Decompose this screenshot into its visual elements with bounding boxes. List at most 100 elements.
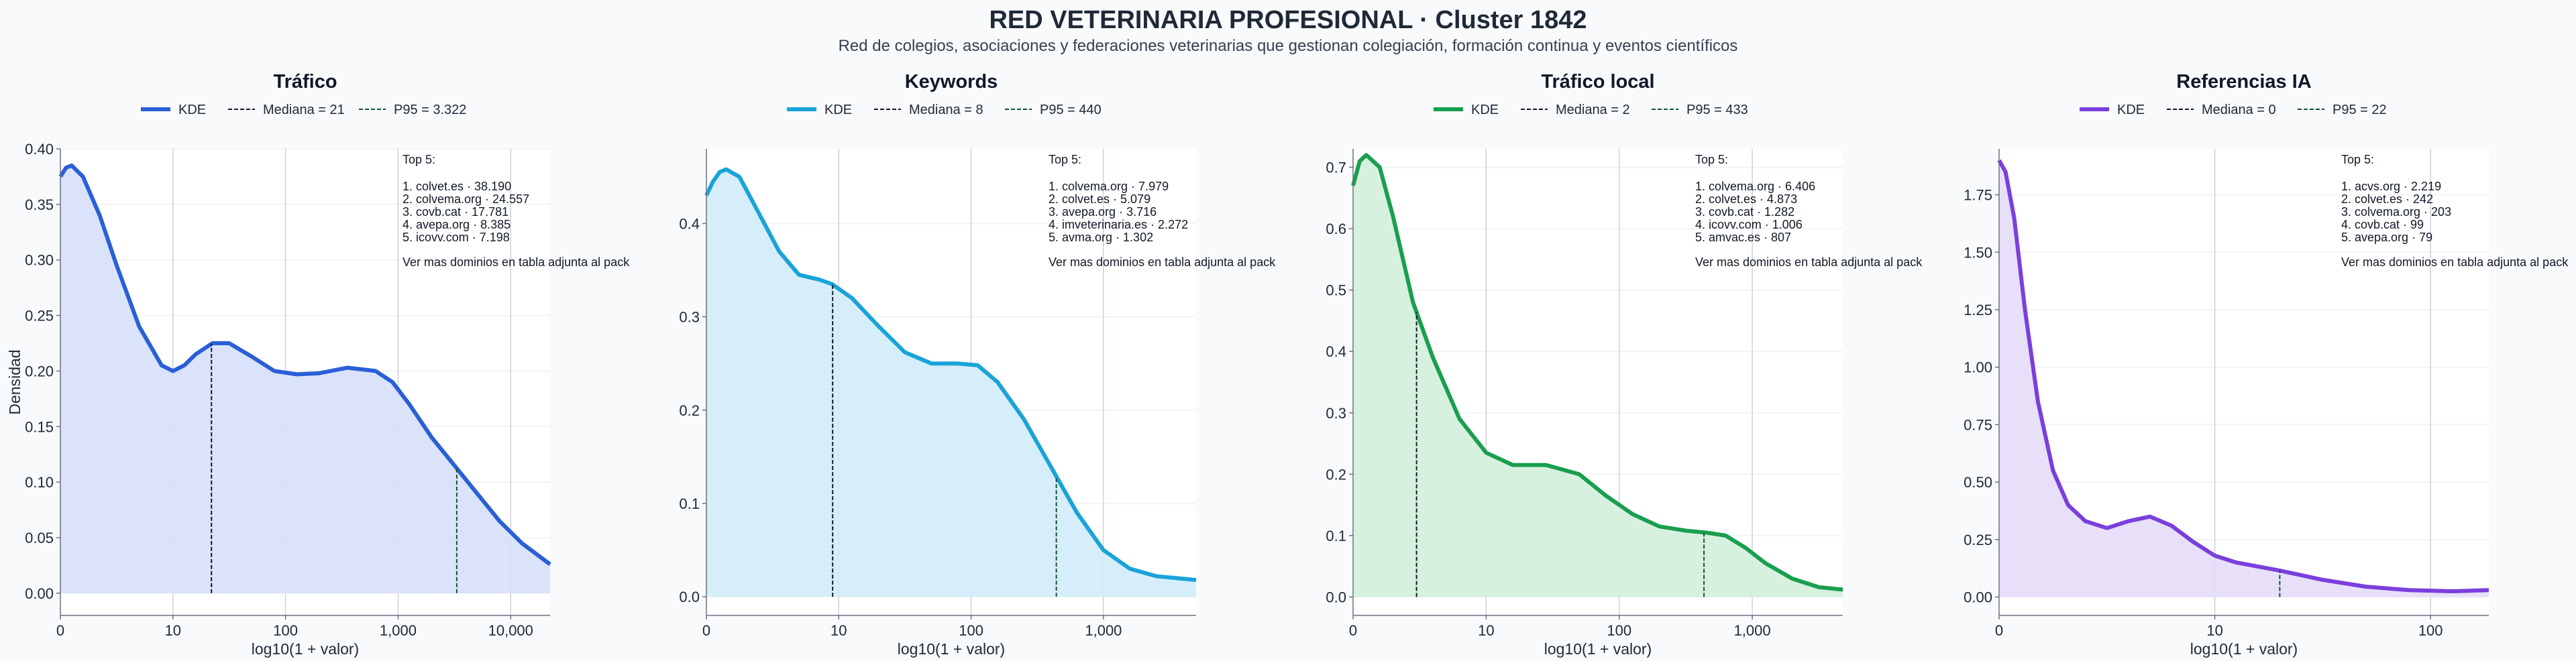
top5-item: 2. colvet.es · 5.079 <box>1049 192 1150 206</box>
y-tick-label: 0.1 <box>679 495 700 512</box>
y-tick-label: 0.2 <box>679 402 700 419</box>
y-tick-label: 0.4 <box>1326 343 1346 360</box>
panel-3: 0.0 0.1 0.2 0.3 0.4 0.5 0.6 0.7 0 10 100 1,000 log10… <box>1326 71 1923 658</box>
legend-median-label: Mediana = 8 <box>909 103 983 117</box>
kde-area <box>1353 155 1843 597</box>
legend-kde-label: KDE <box>2117 103 2145 117</box>
y-tick-label: 0.1 <box>1326 528 1346 544</box>
kde-line <box>1351 153 1843 592</box>
x-tick-label: 10 <box>1478 622 1494 639</box>
y-tick-label: 0.5 <box>1326 282 1346 299</box>
kde-area <box>1999 160 2489 597</box>
y-tick-label: 0.0 <box>679 589 700 605</box>
legend-median-label: Mediana = 21 <box>263 103 345 117</box>
top5-heading: Top 5: <box>1695 153 1728 166</box>
top5-item: 3. covb.cat · 1.282 <box>1695 205 1794 219</box>
y-tick-label: 0.4 <box>679 215 700 232</box>
top5-heading: Top 5: <box>1049 153 1081 166</box>
top5-item: 5. avma.org · 1.302 <box>1049 231 1153 244</box>
y-tick-label: 0.00 <box>1964 589 1992 606</box>
panel-title: Referencias IA <box>2176 71 2312 93</box>
top5-item: 4. avepa.org · 8.385 <box>402 218 511 231</box>
y-axis-label: Densidad <box>6 349 23 414</box>
y-tick-label: 0.2 <box>1326 466 1346 483</box>
top5-item: 5. amvac.es · 807 <box>1695 231 1791 244</box>
x-tick-label: 100 <box>1607 622 1631 639</box>
y-tick-label: 0.3 <box>679 309 700 326</box>
chart-panels: 0.000.050.100.150.200.250.300.350.400 10 1… <box>6 71 2569 658</box>
panel-4: 0.00 0.25 0.50 0.75 1.00 1.25 1.50 1.75 0 10 100 lo… <box>1964 71 2569 658</box>
x-tick-label: 10 <box>2206 622 2222 639</box>
top5-heading: Top 5: <box>402 153 435 166</box>
legend-p95-label: P95 = 440 <box>1040 103 1102 117</box>
y-tick-label: 0.40 <box>25 141 54 158</box>
y-tick-label: 0.7 <box>1326 159 1346 176</box>
top5-footer: Ver mas dominios en tabla adjunta al pac… <box>2341 255 2569 269</box>
x-tick-label: 0 <box>702 622 710 639</box>
top5-item: 2. colvet.es · 4.873 <box>1695 192 1797 206</box>
top5-footer: Ver mas dominios en tabla adjunta al pac… <box>1049 255 1276 269</box>
y-tick-label: 1.50 <box>1964 244 1992 261</box>
y-tick-label: 0.25 <box>1964 532 1992 548</box>
legend-median-label: Mediana = 0 <box>2202 103 2276 117</box>
y-tick-label: 0.25 <box>25 308 54 324</box>
x-tick-label: 1,000 <box>1734 622 1771 639</box>
y-tick-label: 0.30 <box>25 252 54 269</box>
top5-item: 4. imveterinaria.es · 2.272 <box>1049 218 1188 231</box>
x-axis-label: log10(1 + valor) <box>898 640 1005 658</box>
y-tick-label: 0.6 <box>1326 221 1346 237</box>
top5-item: 3. colvema.org · 203 <box>2341 205 2451 219</box>
panel-title: Keywords <box>905 71 998 93</box>
page-subtitle: Red de colegios, asociaciones y federaci… <box>839 37 1738 55</box>
top5-footer: Ver mas dominios en tabla adjunta al pac… <box>402 255 630 269</box>
y-tick-label: 1.75 <box>1964 187 1992 204</box>
top5-item: 2. colvema.org · 24.557 <box>402 192 529 206</box>
top5-item: 3. avepa.org · 3.716 <box>1049 205 1157 219</box>
x-tick-label: 0 <box>1995 622 2003 639</box>
y-tick-label: 0.50 <box>1964 474 1992 491</box>
y-tick-label: 0.20 <box>25 363 54 379</box>
x-tick-label: 0 <box>56 622 64 639</box>
y-tick-label: 0.10 <box>25 474 54 491</box>
top5-heading: Top 5: <box>2341 153 2374 166</box>
panel-1: 0.00 0.05 0.10 0.15 0.20 0.25 0.30 0.35 0.40 0 10 1… <box>6 71 630 658</box>
x-tick-label: 10 <box>165 622 181 639</box>
page-title: RED VETERINARIA PROFESIONAL · Cluster 18… <box>989 6 1587 34</box>
kde-line <box>704 167 1197 583</box>
legend-p95-label: P95 = 433 <box>1686 103 1748 117</box>
x-tick-label: 1,000 <box>1085 622 1122 639</box>
x-tick-label: 0 <box>1349 622 1357 639</box>
y-tick-label: 1.25 <box>1964 302 1992 318</box>
y-tick-label: 1.00 <box>1964 359 1992 376</box>
top5-item: 5. avepa.org · 79 <box>2341 231 2432 244</box>
top5-item: 2. colvet.es · 242 <box>2341 192 2433 206</box>
x-tick-label: 1,000 <box>380 622 417 639</box>
legend-median-label: Mediana = 2 <box>1556 103 1630 117</box>
legend-p95-label: P95 = 3.322 <box>394 103 466 117</box>
y-tick-label: 0.75 <box>1964 416 1992 433</box>
panel-title: Tráfico <box>273 71 337 93</box>
y-tick-label: 0.15 <box>25 418 54 435</box>
y-tick-label: 0.00 <box>25 585 54 602</box>
y-tick-label: 0.3 <box>1326 405 1346 422</box>
legend-p95-label: P95 = 22 <box>2332 103 2387 117</box>
kde-line <box>58 163 551 566</box>
x-tick-label: 10,000 <box>488 622 533 639</box>
kde-area <box>706 169 1196 597</box>
panel-2: 0.0 0.1 0.2 0.3 0.4 0 10 100 1,000 log10(1 + valo… <box>679 71 1276 658</box>
y-tick-label: 0.0 <box>1326 589 1346 606</box>
top5-item: 3. covb.cat · 17.781 <box>402 205 508 219</box>
y-tick-label: 0.05 <box>25 530 54 546</box>
kde-line <box>1997 159 2489 593</box>
top5-item: 4. icovv.com · 1.006 <box>1695 218 1803 231</box>
top5-item: 5. icovv.com · 7.198 <box>402 231 510 244</box>
top5-footer: Ver mas dominios en tabla adjunta al pac… <box>1695 255 1923 269</box>
y-tick-label: 0.35 <box>25 196 54 213</box>
x-tick-label: 100 <box>959 622 983 639</box>
panel-title: Tráfico local <box>1541 71 1654 93</box>
top5-item: 1. colvet.es · 38.190 <box>402 180 511 193</box>
legend-kde-label: KDE <box>1471 103 1499 117</box>
x-axis-label: log10(1 + valor) <box>1544 640 1652 658</box>
top5-item: 4. covb.cat · 99 <box>2341 218 2424 231</box>
